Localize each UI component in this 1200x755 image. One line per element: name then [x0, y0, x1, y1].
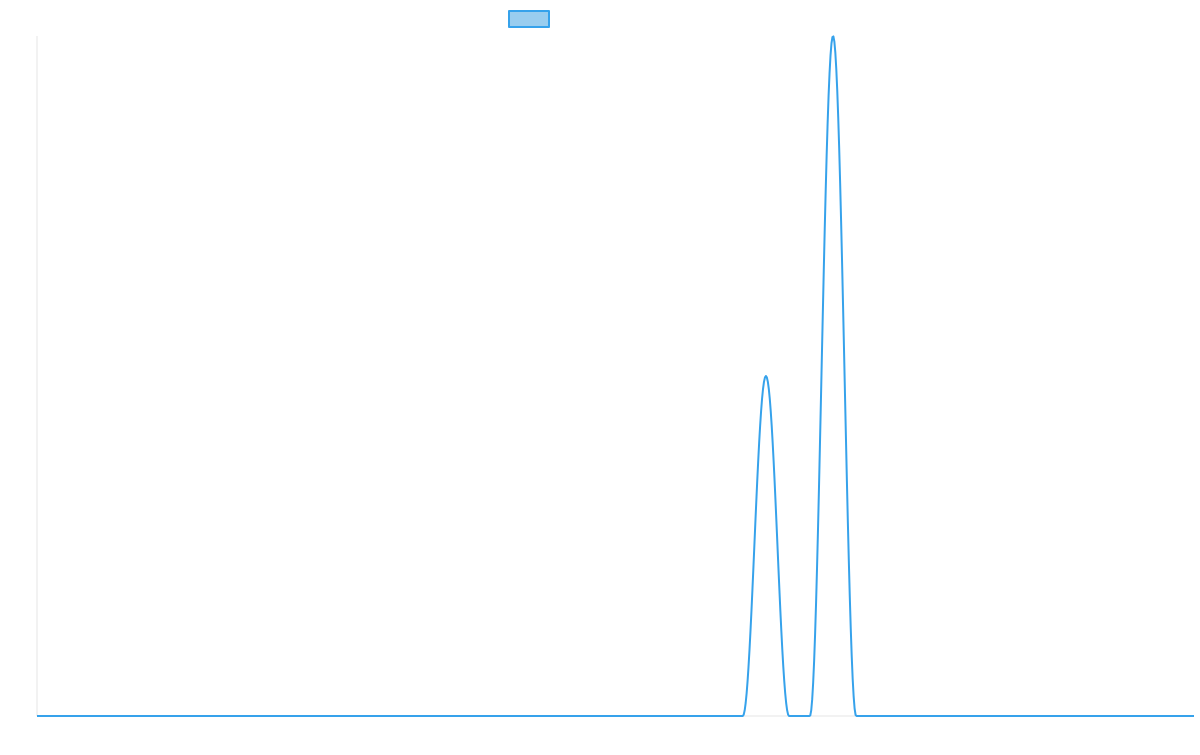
- legend-swatch[interactable]: [508, 10, 550, 28]
- series-line: [36, 35, 1195, 717]
